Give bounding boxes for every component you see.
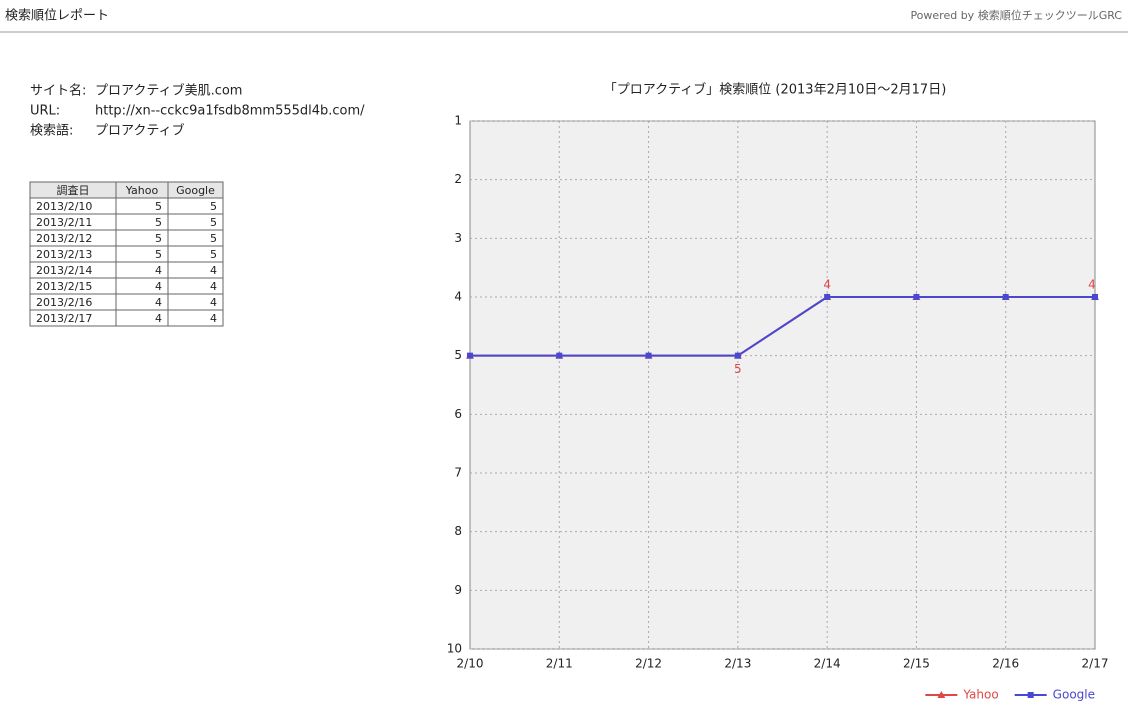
point-marker xyxy=(467,352,473,359)
table-cell: 5 xyxy=(210,248,217,261)
table-cell: 5 xyxy=(155,248,162,261)
url: http://xn--cckc9a1fsdb8mm555dl4b.com/ xyxy=(95,104,365,119)
y-tick-label: 9 xyxy=(454,583,462,597)
x-tick-label: 2/10 xyxy=(457,657,484,671)
powered-by: Powered by 検索順位チェックツールGRC xyxy=(910,8,1122,22)
table-header: 調査日 xyxy=(57,183,90,197)
table-cell: 5 xyxy=(155,232,162,245)
chart-title: 「プロアクティブ」検索順位 (2013年2月10日〜2月17日) xyxy=(604,82,947,98)
x-tick-label: 2/15 xyxy=(903,657,930,671)
site-name-label: サイト名: xyxy=(30,83,86,99)
site-name: プロアクティブ美肌.com xyxy=(95,83,242,99)
y-tick-label: 8 xyxy=(454,524,462,538)
table-cell: 2013/2/17 xyxy=(36,312,92,325)
table-cell: 4 xyxy=(155,296,162,309)
data-label: 5 xyxy=(734,362,742,376)
legend-label: Yahoo xyxy=(962,688,998,702)
table-cell: 4 xyxy=(210,264,217,277)
table-cell: 2013/2/16 xyxy=(36,296,92,309)
table-cell: 2013/2/15 xyxy=(36,280,92,293)
table-header: Google xyxy=(176,184,215,197)
table-cell: 4 xyxy=(155,312,162,325)
table-cell: 2013/2/13 xyxy=(36,248,92,261)
table-cell: 2013/2/12 xyxy=(36,232,92,245)
y-tick-label: 4 xyxy=(454,290,462,304)
point-marker xyxy=(1002,294,1009,300)
table-cell: 2013/2/11 xyxy=(36,216,92,229)
plot-area xyxy=(469,120,1096,650)
legend-marker xyxy=(937,691,946,698)
point-marker xyxy=(824,294,831,300)
x-tick-label: 2/11 xyxy=(546,657,573,671)
table-border xyxy=(29,181,224,327)
table-cell: 2013/2/14 xyxy=(36,264,92,277)
x-tick-label: 2/17 xyxy=(1082,657,1109,671)
point-marker xyxy=(556,352,563,359)
y-tick-label: 10 xyxy=(447,642,462,656)
point-marker xyxy=(645,352,652,359)
table-cell: 4 xyxy=(210,296,217,309)
x-tick-label: 2/14 xyxy=(814,657,841,671)
table-header-bg xyxy=(30,182,223,198)
x-tick-label: 2/16 xyxy=(992,657,1019,671)
y-tick-label: 6 xyxy=(454,407,462,421)
table-header: Yahoo xyxy=(125,184,159,197)
keyword: プロアクティブ xyxy=(95,123,185,139)
point-marker xyxy=(734,352,741,359)
point-marker xyxy=(913,294,920,300)
y-tick-label: 3 xyxy=(454,231,462,245)
table-cell: 4 xyxy=(155,280,162,293)
table-cell: 5 xyxy=(210,200,217,213)
y-tick-label: 7 xyxy=(454,466,462,480)
url-label: URL: xyxy=(30,104,60,119)
series-line xyxy=(470,296,1095,357)
table-cell: 2013/2/10 xyxy=(36,200,92,213)
table-cell: 4 xyxy=(210,312,217,325)
data-label: 4 xyxy=(823,278,831,292)
data-label: 4 xyxy=(1088,278,1096,292)
table-cell: 5 xyxy=(155,200,162,213)
table-cell: 5 xyxy=(210,232,217,245)
report-title: 検索順位レポート xyxy=(5,9,109,24)
y-tick-label: 1 xyxy=(454,114,462,128)
legend-label: Google xyxy=(1053,688,1095,702)
keyword-label: 検索語: xyxy=(30,123,73,139)
legend-marker xyxy=(1027,692,1034,698)
table-cell: 4 xyxy=(210,280,217,293)
x-tick-label: 2/12 xyxy=(635,657,662,671)
x-tick-label: 2/13 xyxy=(724,657,751,671)
point-marker xyxy=(1092,294,1098,300)
table-cell: 4 xyxy=(155,264,162,277)
table-cell: 5 xyxy=(155,216,162,229)
table-cell: 5 xyxy=(210,216,217,229)
y-tick-label: 5 xyxy=(454,348,462,362)
y-tick-label: 2 xyxy=(454,172,462,186)
